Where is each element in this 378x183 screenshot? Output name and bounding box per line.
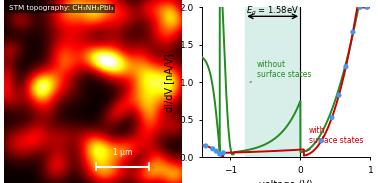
Point <box>329 116 335 119</box>
Point <box>350 31 356 33</box>
Y-axis label: dI/dV [nA/V]: dI/dV [nA/V] <box>164 53 174 112</box>
Text: 1 μm: 1 μm <box>113 148 133 157</box>
Point <box>203 144 209 147</box>
Point <box>336 94 342 97</box>
Point <box>210 147 216 150</box>
Point <box>357 6 363 9</box>
Text: without
surface states: without surface states <box>250 60 311 82</box>
Text: STM topography: CH₃NH₃PbI₃: STM topography: CH₃NH₃PbI₃ <box>9 5 114 12</box>
Point <box>217 153 223 156</box>
Point <box>343 65 349 68</box>
Point <box>318 139 324 142</box>
X-axis label: voltage (V): voltage (V) <box>259 180 313 183</box>
Text: with
surface states: with surface states <box>306 126 363 152</box>
Point <box>220 151 226 154</box>
Point <box>364 6 370 9</box>
Text: $E_g$ = 1.58eV: $E_g$ = 1.58eV <box>246 5 299 18</box>
Point <box>213 150 219 153</box>
Bar <box>245 7 301 157</box>
